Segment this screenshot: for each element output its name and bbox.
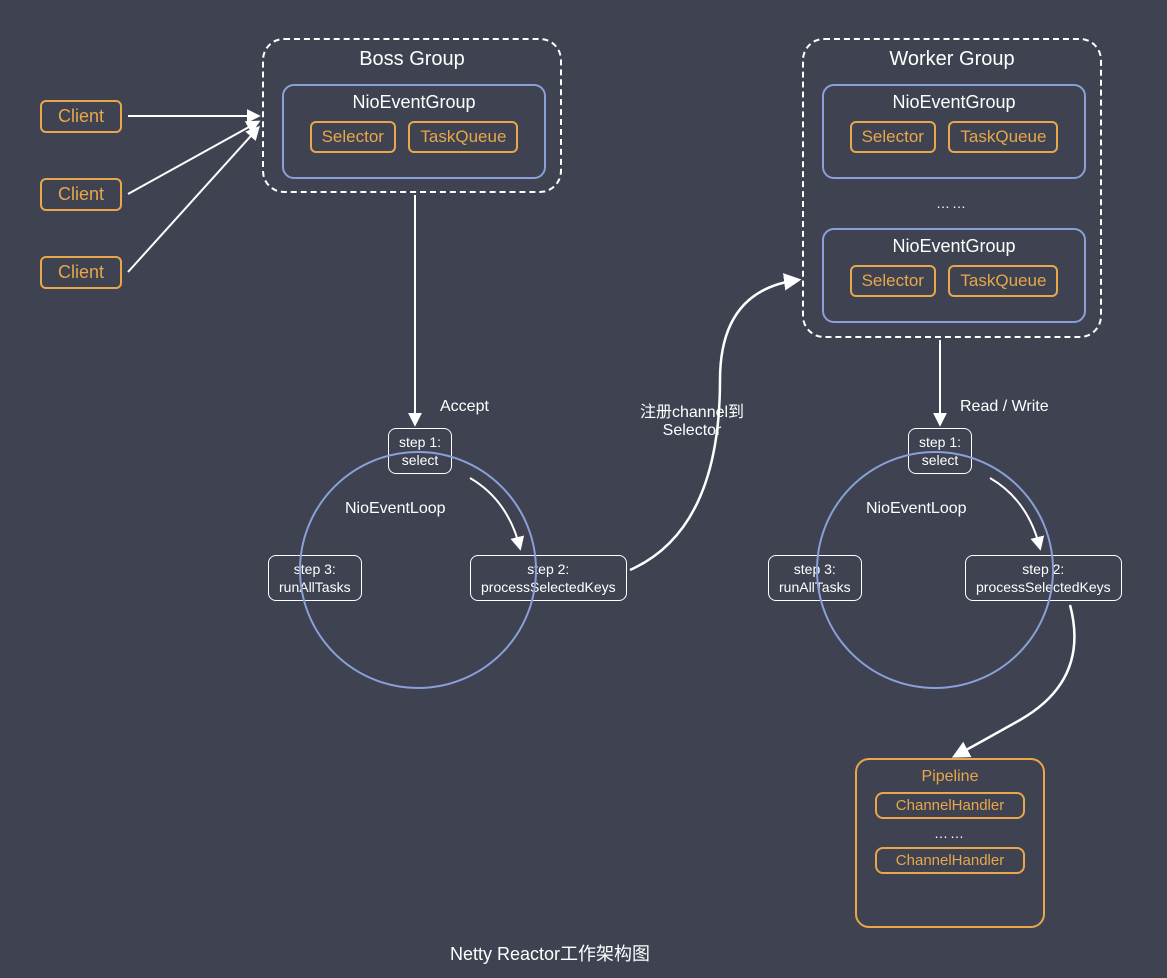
pipeline-ellipsis: …… xyxy=(857,825,1043,841)
loop2-step1-line1: step 1: xyxy=(919,434,961,450)
loop2-step3-line1: step 3: xyxy=(794,561,836,577)
loop2-label: NioEventLoop xyxy=(866,500,967,518)
loop1-step2: step 2: processSelectedKeys xyxy=(470,555,627,601)
worker-nio2-selector: Selector xyxy=(850,265,936,297)
boss-taskqueue: TaskQueue xyxy=(408,121,518,153)
worker-nio1-taskqueue: TaskQueue xyxy=(948,121,1058,153)
accept-label: Accept xyxy=(440,398,489,416)
loop2-step2: step 2: processSelectedKeys xyxy=(965,555,1122,601)
worker-nio-group-1: NioEventGroup Selector TaskQueue xyxy=(822,84,1086,179)
client-box-2: Client xyxy=(40,178,122,211)
worker-nio1-selector: Selector xyxy=(850,121,936,153)
loop1-step1: step 1: select xyxy=(388,428,452,474)
boss-group: Boss Group NioEventGroup Selector TaskQu… xyxy=(262,38,562,193)
loop1-step2-line2: processSelectedKeys xyxy=(481,579,616,595)
loop1-step2-line1: step 2: xyxy=(527,561,569,577)
worker-group-title: Worker Group xyxy=(804,48,1100,71)
boss-group-title: Boss Group xyxy=(264,48,560,71)
loop1-step1-line2: select xyxy=(402,452,439,468)
loop1-step3: step 3: runAllTasks xyxy=(268,555,362,601)
worker-nio1-title: NioEventGroup xyxy=(824,92,1084,113)
loop2-step2-line2: processSelectedKeys xyxy=(976,579,1111,595)
worker-nio2-taskqueue: TaskQueue xyxy=(948,265,1058,297)
boss-selector: Selector xyxy=(310,121,396,153)
worker-ellipsis: …… xyxy=(804,195,1100,211)
channel-handler-1: ChannelHandler xyxy=(875,792,1025,819)
worker-nio2-title: NioEventGroup xyxy=(824,236,1084,257)
channel-handler-2: ChannelHandler xyxy=(875,847,1025,874)
pipeline-box: Pipeline ChannelHandler …… ChannelHandle… xyxy=(855,758,1045,928)
worker-nio-group-2: NioEventGroup Selector TaskQueue xyxy=(822,228,1086,323)
loop1-step1-line1: step 1: xyxy=(399,434,441,450)
register-label-line2: Selector xyxy=(663,422,722,439)
loop2-step1: step 1: select xyxy=(908,428,972,474)
worker-group: Worker Group NioEventGroup Selector Task… xyxy=(802,38,1102,338)
loop2-step1-line2: select xyxy=(922,452,959,468)
loop2-step3-line2: runAllTasks xyxy=(779,579,851,595)
pipeline-title: Pipeline xyxy=(857,768,1043,786)
register-label-line1: 注册channel到 xyxy=(640,404,744,421)
boss-nio-title: NioEventGroup xyxy=(284,92,544,113)
boss-nio-group: NioEventGroup Selector TaskQueue xyxy=(282,84,546,179)
register-label: 注册channel到 Selector xyxy=(640,398,744,440)
client-box-1: Client xyxy=(40,100,122,133)
loop1-step3-line2: runAllTasks xyxy=(279,579,351,595)
loop2-step3: step 3: runAllTasks xyxy=(768,555,862,601)
loop1-label: NioEventLoop xyxy=(345,500,446,518)
loop2-step2-line1: step 2: xyxy=(1022,561,1064,577)
loop1-step3-line1: step 3: xyxy=(294,561,336,577)
client-box-3: Client xyxy=(40,256,122,289)
diagram-caption: Netty Reactor工作架构图 xyxy=(450,940,650,966)
readwrite-label: Read / Write xyxy=(960,398,1049,416)
